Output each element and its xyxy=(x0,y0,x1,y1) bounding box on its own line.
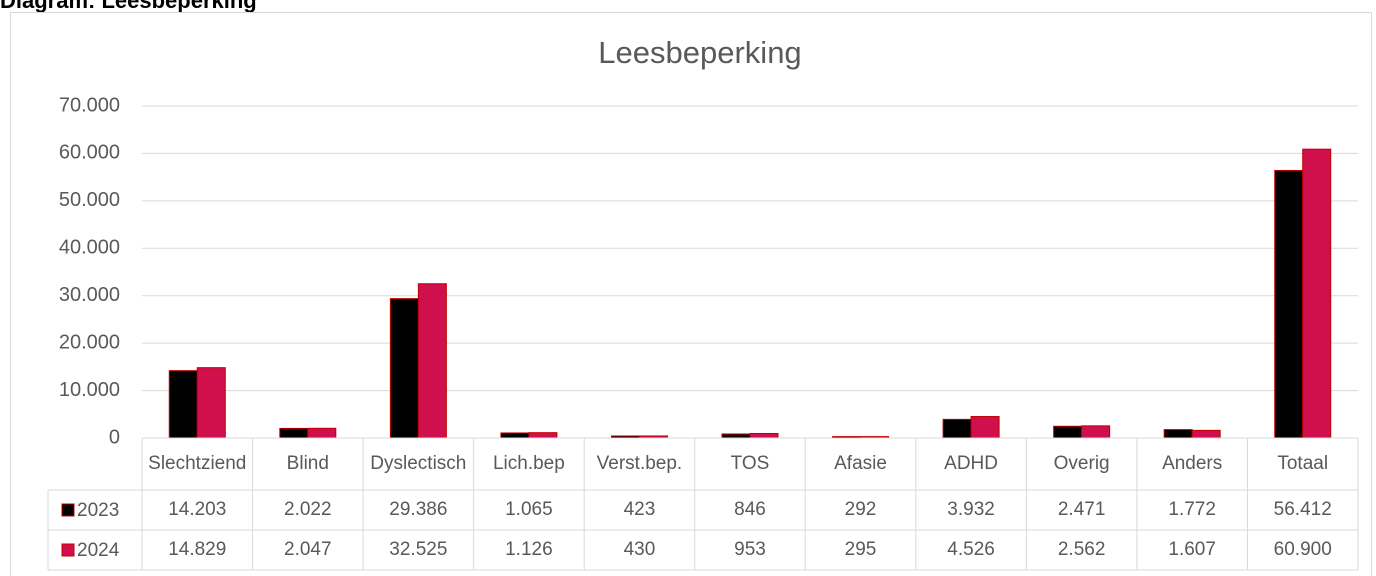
legend-key xyxy=(61,503,75,517)
x-tick-label: Dyslectisch xyxy=(370,453,467,474)
table-value: 4.526 xyxy=(947,539,995,560)
x-tick-label: Verst.bep. xyxy=(596,453,683,474)
bar xyxy=(417,283,447,439)
table-value: 56.412 xyxy=(1273,499,1332,520)
table-value: 953 xyxy=(734,539,766,560)
x-tick-label: Slechtziend xyxy=(148,453,247,474)
chart-border xyxy=(10,12,1372,576)
x-tick-label: Afasie xyxy=(834,453,887,474)
table-value: 2.562 xyxy=(1057,539,1106,560)
bar xyxy=(168,370,198,439)
bar xyxy=(1191,429,1221,439)
bar xyxy=(1081,425,1111,439)
y-tick-label: 40.000 xyxy=(59,237,120,259)
y-tick-label: 0 xyxy=(109,426,120,448)
x-tick-label: Overig xyxy=(1053,453,1110,474)
y-tick-label: 30.000 xyxy=(59,284,120,306)
legend-key xyxy=(61,543,75,557)
bar xyxy=(279,427,309,439)
bar xyxy=(1163,429,1193,439)
y-tick-label: 60.000 xyxy=(59,142,120,164)
table-value: 1.772 xyxy=(1168,499,1216,520)
table-value: 846 xyxy=(734,499,766,520)
table-value: 295 xyxy=(844,539,877,560)
y-tick-label: 50.000 xyxy=(59,189,120,211)
x-tick-label: ADHD xyxy=(944,453,998,474)
bar xyxy=(389,298,419,439)
bar xyxy=(196,367,226,439)
table-value: 430 xyxy=(623,539,656,560)
table-value: 14.829 xyxy=(168,539,227,560)
table-value: 292 xyxy=(844,499,877,520)
bar xyxy=(1053,425,1083,439)
bar xyxy=(942,418,972,439)
table-value: 1.126 xyxy=(505,539,553,560)
bar xyxy=(1274,169,1304,439)
legend-label: 2023 xyxy=(77,500,119,521)
x-tick-label: Blind xyxy=(286,453,329,474)
table-value: 1.607 xyxy=(1168,539,1216,560)
bar xyxy=(970,416,1000,439)
y-tick-label: 20.000 xyxy=(59,331,120,353)
table-value: 423 xyxy=(623,499,656,520)
y-tick-label: 70.000 xyxy=(59,94,120,116)
table-value: 2.471 xyxy=(1057,499,1106,520)
x-tick-label: Anders xyxy=(1162,453,1223,474)
bar xyxy=(1302,148,1332,439)
y-tick-label: 10.000 xyxy=(59,379,120,401)
table-value: 2.022 xyxy=(284,499,332,520)
bar xyxy=(307,427,337,439)
heading: Diagram: Leesbeperking xyxy=(0,0,257,13)
table-value: 14.203 xyxy=(168,499,227,520)
table-value: 29.386 xyxy=(389,499,448,520)
x-tick-label: TOS xyxy=(730,453,770,474)
table-value: 2.047 xyxy=(284,539,332,560)
x-tick-label: Totaal xyxy=(1277,453,1329,474)
table-value: 32.525 xyxy=(389,539,448,560)
x-tick-label: Lich.bep xyxy=(492,453,565,474)
table-value: 60.900 xyxy=(1273,539,1332,560)
legend-label: 2024 xyxy=(77,540,120,561)
table-value: 3.932 xyxy=(947,499,995,520)
chart-title: Leesbeperking xyxy=(598,35,801,70)
table-value: 1.065 xyxy=(505,499,553,520)
